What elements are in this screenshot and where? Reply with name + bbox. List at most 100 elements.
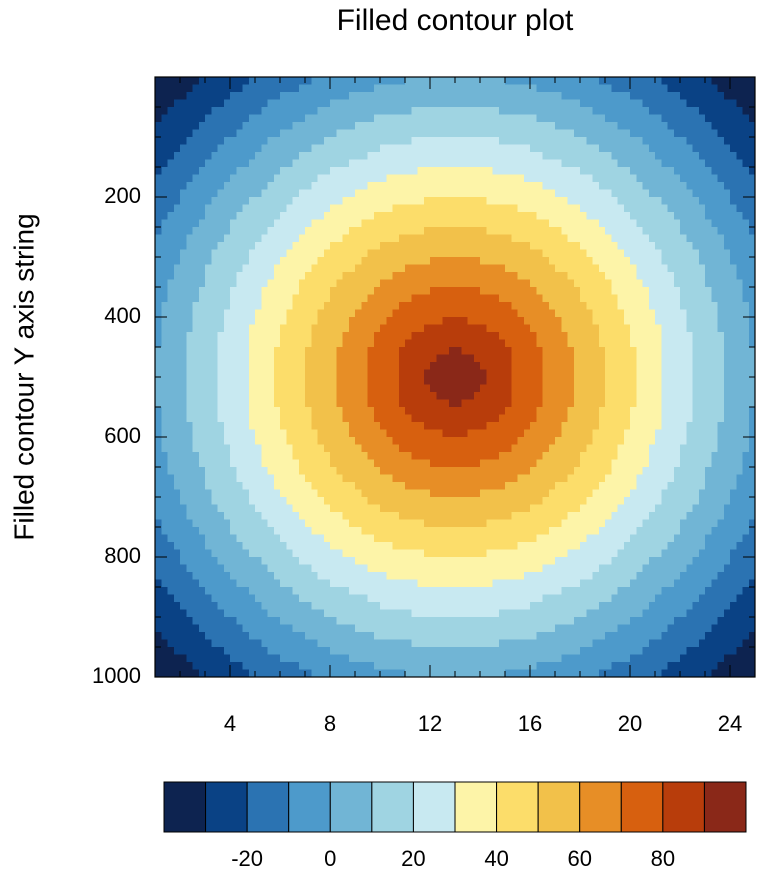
contour-cell xyxy=(423,212,431,221)
contour-cell xyxy=(311,144,319,153)
contour-cell xyxy=(292,317,300,326)
contour-cell xyxy=(580,242,587,251)
contour-cell xyxy=(442,107,450,116)
contour-cell xyxy=(442,422,450,431)
contour-cell xyxy=(517,167,525,176)
contour-cell xyxy=(217,99,225,108)
contour-cell xyxy=(555,197,562,206)
contour-cell xyxy=(686,377,694,386)
contour-cell xyxy=(348,414,356,423)
contour-cell xyxy=(598,407,606,416)
contour-cell xyxy=(430,144,437,153)
contour-cell xyxy=(723,219,731,228)
contour-cell xyxy=(548,167,556,176)
contour-cell xyxy=(667,377,675,386)
contour-cell xyxy=(655,332,662,341)
contour-cell xyxy=(536,287,544,296)
contour-cell xyxy=(292,212,300,221)
contour-cell xyxy=(742,84,750,93)
contour-cell xyxy=(623,437,631,446)
contour-cell xyxy=(211,384,219,393)
contour-cell xyxy=(461,302,469,311)
contour-cell xyxy=(417,339,425,348)
contour-cell xyxy=(392,362,400,371)
contour-cell xyxy=(673,197,681,206)
contour-cell xyxy=(455,287,462,296)
contour-cell xyxy=(505,167,512,176)
contour-cell xyxy=(573,324,581,333)
contour-cell xyxy=(180,287,187,296)
contour-cell xyxy=(461,452,469,461)
contour-cell xyxy=(680,377,687,386)
contour-cell xyxy=(642,212,650,221)
contour-cell xyxy=(630,399,637,408)
contour-cell xyxy=(580,272,587,281)
contour-cell xyxy=(623,429,631,438)
contour-cell xyxy=(192,107,200,116)
contour-cell xyxy=(348,204,356,213)
contour-cell xyxy=(517,264,525,273)
contour-cell xyxy=(330,122,337,131)
contour-cell xyxy=(348,429,356,438)
contour-cell xyxy=(280,219,287,228)
contour-cell xyxy=(423,234,431,243)
contour-cell xyxy=(723,159,731,168)
contour-cell xyxy=(286,392,294,401)
contour-cell xyxy=(636,84,644,93)
contour-cell xyxy=(423,152,431,161)
contour-cell xyxy=(273,144,281,153)
contour-cell xyxy=(617,189,625,198)
contour-cell xyxy=(548,159,556,168)
contour-cell xyxy=(211,122,219,131)
contour-cell xyxy=(180,407,187,416)
contour-cell xyxy=(255,294,262,303)
contour-cell xyxy=(255,144,262,153)
contour-cell xyxy=(567,189,575,198)
contour-cell xyxy=(555,452,562,461)
contour-cell xyxy=(205,77,212,86)
contour-cell xyxy=(636,249,644,258)
contour-cell xyxy=(311,362,319,371)
contour-cell xyxy=(723,369,731,378)
contour-cell xyxy=(342,384,350,393)
contour-cell xyxy=(517,287,525,296)
contour-cell xyxy=(236,272,244,281)
contour-cell xyxy=(667,459,675,468)
contour-cell xyxy=(586,197,594,206)
contour-cell xyxy=(430,182,437,191)
contour-cell xyxy=(180,249,187,258)
contour-cell xyxy=(311,339,319,348)
contour-cell xyxy=(523,339,531,348)
contour-cell xyxy=(430,152,437,161)
contour-cell xyxy=(267,174,275,183)
contour-cell xyxy=(498,437,506,446)
contour-cell xyxy=(567,414,575,423)
contour-cell xyxy=(611,114,619,123)
contour-cell xyxy=(698,332,706,341)
contour-cell xyxy=(348,377,356,386)
contour-cell xyxy=(642,429,650,438)
contour-cell xyxy=(242,129,250,138)
contour-cell xyxy=(692,422,700,431)
contour-cell xyxy=(686,219,694,228)
contour-cell xyxy=(167,347,175,356)
contour-cell xyxy=(517,272,525,281)
contour-cell xyxy=(748,242,756,251)
contour-cell xyxy=(630,309,637,318)
contour-cell xyxy=(417,272,425,281)
contour-cell xyxy=(692,234,700,243)
contour-cell xyxy=(361,107,369,116)
contour-cell xyxy=(273,174,281,183)
contour-cell xyxy=(311,369,319,378)
contour-cell xyxy=(655,437,662,446)
contour-cell xyxy=(273,429,281,438)
contour-cell xyxy=(161,167,169,176)
contour-cell xyxy=(455,152,462,161)
contour-cell xyxy=(480,152,487,161)
contour-cell xyxy=(298,137,306,146)
contour-cell xyxy=(573,257,581,266)
contour-cell xyxy=(155,444,162,453)
contour-cell xyxy=(642,122,650,131)
contour-cell xyxy=(286,99,294,108)
contour-cell xyxy=(630,264,637,273)
